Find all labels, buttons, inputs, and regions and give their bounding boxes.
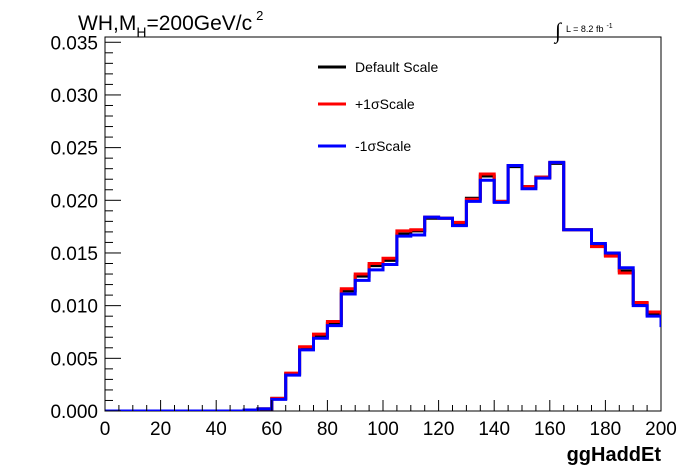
y-tick-label: 0.020	[50, 191, 98, 212]
y-tick-label: 0.035	[50, 33, 98, 54]
series-line-1	[105, 160, 661, 411]
y-tick-label: 0.025	[50, 139, 98, 160]
x-tick-label: 200	[645, 419, 677, 440]
title-superscript: 2	[256, 8, 263, 23]
series-line-0	[105, 161, 661, 411]
series-layer	[105, 160, 661, 411]
legend-label-default: Default Scale	[355, 59, 438, 75]
x-tick-label: 0	[100, 419, 111, 440]
lumi-label: ∫ L = 8.2 fb -1	[553, 18, 613, 44]
legend: Default Scale +1σScale -1σScale	[318, 59, 438, 154]
y-tick-label: 0.010	[50, 297, 98, 318]
x-axis-label: ggHaddEt	[567, 444, 662, 466]
legend-label-minus-sigma: -1σScale	[355, 138, 411, 154]
y-tick-label: 0.015	[50, 244, 98, 265]
plot-frame	[104, 36, 662, 412]
title-prefix: WH,M	[78, 12, 136, 35]
y-tick-label: 0.005	[50, 349, 98, 370]
x-tick-label: 140	[478, 419, 510, 440]
y-tick-label: 0.000	[50, 402, 98, 423]
title-main: =200GeV/c	[146, 12, 252, 35]
lumi-text: L = 8.2 fb -1	[566, 23, 613, 34]
lumi-superscript: -1	[606, 23, 612, 30]
axis-layer: 0.000 0.005 0.010 0.015 0.020 0.025 0.030 0.035…	[50, 33, 676, 440]
series-line-2	[105, 160, 661, 411]
integral-symbol: ∫	[553, 18, 563, 44]
lumi-value: L = 8.2 fb	[566, 24, 603, 34]
x-tick-label: 60	[261, 419, 282, 440]
title-subscript: H	[136, 24, 146, 40]
x-tick-label: 120	[423, 419, 455, 440]
x-tick-label: 180	[590, 419, 622, 440]
x-tick-label: 80	[317, 419, 338, 440]
chart-title: WH,MH=200GeV/c 2	[78, 8, 263, 40]
x-tick-label: 160	[534, 419, 566, 440]
x-tick-label: 40	[206, 419, 227, 440]
legend-label-plus-sigma: +1σScale	[355, 96, 415, 112]
x-tick-label: 100	[367, 419, 399, 440]
x-tick-label: 20	[150, 419, 171, 440]
y-tick-label: 0.030	[50, 86, 98, 107]
